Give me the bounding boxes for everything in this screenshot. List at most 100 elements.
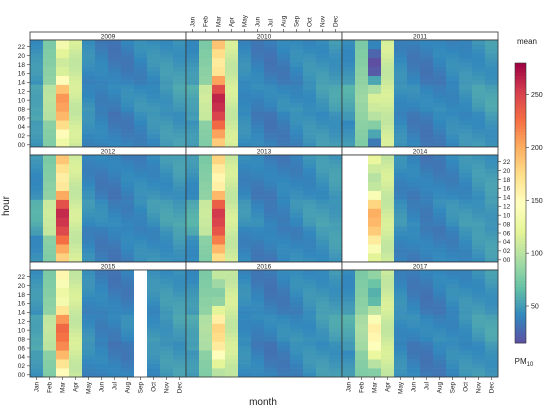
heatmap-cell xyxy=(121,248,135,254)
heatmap-cell xyxy=(303,221,317,227)
heatmap-cell xyxy=(368,230,382,236)
heatmap-cell xyxy=(121,172,135,178)
heatmap-cell xyxy=(121,341,135,347)
heatmap-cell xyxy=(134,248,148,254)
heatmap-cell xyxy=(69,168,83,174)
heatmap-cell xyxy=(212,372,226,378)
heatmap-cell xyxy=(316,363,330,369)
heatmap-cell xyxy=(329,111,343,117)
heatmap-cell xyxy=(147,274,161,280)
heatmap-cell xyxy=(355,208,369,214)
heatmap-cell xyxy=(108,168,122,174)
heatmap-cell xyxy=(459,57,473,63)
heatmap-cell xyxy=(160,138,174,143)
heatmap-cell xyxy=(303,314,317,320)
heatmap-cell xyxy=(290,138,304,143)
heatmap-cell xyxy=(186,89,200,94)
heatmap-cell xyxy=(446,274,460,280)
heatmap-cell xyxy=(134,208,148,214)
heatmap-cell xyxy=(394,327,408,333)
heatmap-cell xyxy=(329,177,343,183)
heatmap-cell xyxy=(303,204,317,209)
heatmap-cell xyxy=(56,230,70,236)
heatmap-cell xyxy=(316,359,330,364)
heatmap-cell xyxy=(420,142,434,148)
heatmap-cell xyxy=(290,292,304,298)
heatmap-cell xyxy=(56,172,70,178)
heatmap-cell xyxy=(433,124,447,130)
heatmap-cell xyxy=(69,368,83,373)
heatmap-cell xyxy=(147,332,161,338)
heatmap-cell xyxy=(342,186,356,191)
heatmap-cell xyxy=(472,159,486,165)
heatmap-cell xyxy=(472,53,486,59)
heatmap-cell xyxy=(264,129,278,134)
heatmap-cell xyxy=(30,163,44,169)
heatmap-cell xyxy=(186,177,200,183)
heatmap-cell xyxy=(30,345,44,351)
heatmap-cell xyxy=(160,142,174,148)
heatmap-cell xyxy=(394,172,408,178)
heatmap-cell xyxy=(264,71,278,76)
x-tick-label: Nov xyxy=(320,15,327,27)
heatmap-cell xyxy=(329,186,343,191)
heatmap-cell xyxy=(82,106,96,112)
heatmap-cell xyxy=(329,142,343,148)
colorbar-tick-label: 50 xyxy=(531,304,539,311)
heatmap-cell xyxy=(446,248,460,254)
heatmap-cell xyxy=(316,314,330,320)
heatmap-cell xyxy=(433,53,447,59)
heatmap-cell xyxy=(420,84,434,90)
heatmap-cell xyxy=(394,66,408,72)
heatmap-cell xyxy=(459,53,473,59)
heatmap-cell xyxy=(381,327,395,333)
y-tick-label: 06 xyxy=(18,345,26,352)
heatmap-cell xyxy=(329,168,343,174)
heatmap-cell xyxy=(459,363,473,369)
heatmap-cell xyxy=(277,305,291,311)
x-tick-label: Jun xyxy=(99,382,106,393)
heatmap-cell xyxy=(251,323,265,329)
heatmap-cell xyxy=(459,235,473,241)
heatmap-cell xyxy=(30,111,44,117)
heatmap-cell xyxy=(225,44,239,50)
heatmap-cell xyxy=(394,314,408,320)
heatmap-cell xyxy=(82,283,96,289)
heatmap-cell xyxy=(56,212,70,218)
heatmap-cell xyxy=(186,124,200,130)
heatmap-cell xyxy=(316,336,330,342)
heatmap-cell xyxy=(43,253,57,258)
heatmap-cell xyxy=(342,111,356,117)
heatmap-cell xyxy=(121,278,135,284)
heatmap-cell xyxy=(433,133,447,139)
heatmap-cell xyxy=(264,319,278,324)
heatmap-cell xyxy=(459,253,473,258)
heatmap-cell xyxy=(316,217,330,223)
heatmap-cell xyxy=(407,212,421,218)
heatmap-cell xyxy=(212,350,226,356)
heatmap-cell xyxy=(225,155,239,160)
heatmap-cell xyxy=(238,195,252,200)
heatmap-cell xyxy=(186,172,200,178)
heatmap-cell xyxy=(30,66,44,72)
heatmap-cell xyxy=(433,199,447,205)
heatmap-cell xyxy=(329,244,343,249)
heatmap-cell xyxy=(407,133,421,139)
heatmap-cell xyxy=(290,226,304,232)
heatmap-cell xyxy=(472,195,486,200)
heatmap-cell xyxy=(160,155,174,160)
heatmap-cell xyxy=(329,283,343,289)
heatmap-cell xyxy=(173,212,187,218)
heatmap-cell xyxy=(160,97,174,103)
panel-2012: 2012 xyxy=(29,146,187,263)
heatmap-cell xyxy=(82,354,96,360)
heatmap-cell xyxy=(290,115,304,121)
colorbar-tick-label: 200 xyxy=(531,145,543,152)
heatmap-cell xyxy=(407,71,421,76)
heatmap-cell xyxy=(173,244,187,249)
colorbar-segment xyxy=(515,75,526,79)
heatmap-cell xyxy=(381,115,395,121)
heatmap-cell xyxy=(368,292,382,298)
heatmap-cell xyxy=(472,235,486,241)
heatmap-cell xyxy=(69,332,83,338)
